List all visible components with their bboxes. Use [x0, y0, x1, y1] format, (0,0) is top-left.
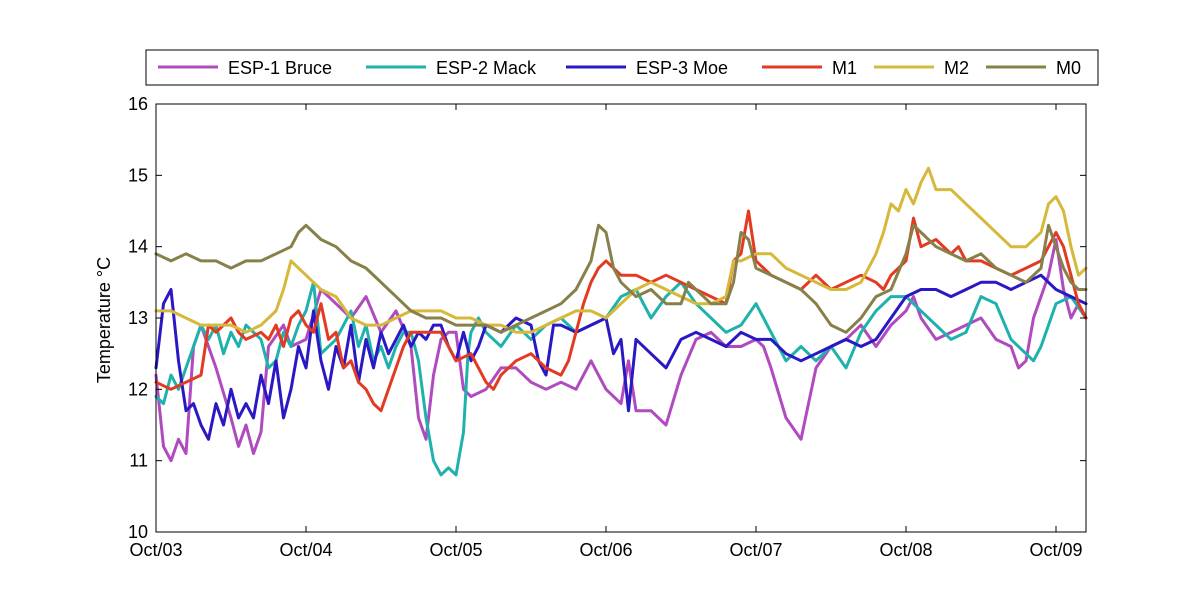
x-tick-label: Oct/07: [729, 540, 782, 560]
y-tick-label: 16: [128, 94, 148, 114]
series-line-esp-2-mack: [154, 280, 1088, 477]
y-tick-label: 15: [128, 165, 148, 185]
axes: 10 11 12 13 14 15 16 Oct/03 Oct/04 Oct/05 Oct/06 Oc…: [128, 94, 1087, 560]
x-tick-label: Oct/06: [579, 540, 632, 560]
x-tick-label: Oct/04: [279, 540, 332, 560]
y-tick-label: 13: [128, 308, 148, 328]
y-axis-label: Temperature °C: [94, 257, 114, 383]
series-layer: [154, 166, 1088, 477]
legend-label: ESP-1 Bruce: [228, 58, 332, 78]
y-tick-label: 11: [129, 451, 148, 471]
x-tick-label: Oct/08: [879, 540, 932, 560]
plot-frame: [155, 103, 1087, 533]
legend-label: ESP-2 Mack: [436, 58, 537, 78]
legend-label: M2: [944, 58, 969, 78]
y-tick-label: 10: [128, 522, 148, 542]
legend-label: ESP-3 Moe: [636, 58, 728, 78]
series-line-m1: [154, 209, 1088, 413]
series-line-esp-3-moe: [154, 273, 1088, 441]
x-tick-label: Oct/05: [429, 540, 482, 560]
y-tick-label: 12: [128, 379, 148, 399]
x-tick-label: Oct/03: [129, 540, 182, 560]
legend-label: M1: [832, 58, 857, 78]
y-tick-label: 14: [128, 237, 148, 257]
legend: ESP-1 Bruce ESP-2 Mack ESP-3 Moe M1 M2 M0: [145, 49, 1099, 86]
series-line-m2: [154, 166, 1088, 334]
legend-label: M0: [1056, 58, 1081, 78]
x-tick-label: Oct/09: [1029, 540, 1082, 560]
series-line-m0: [154, 223, 1088, 334]
